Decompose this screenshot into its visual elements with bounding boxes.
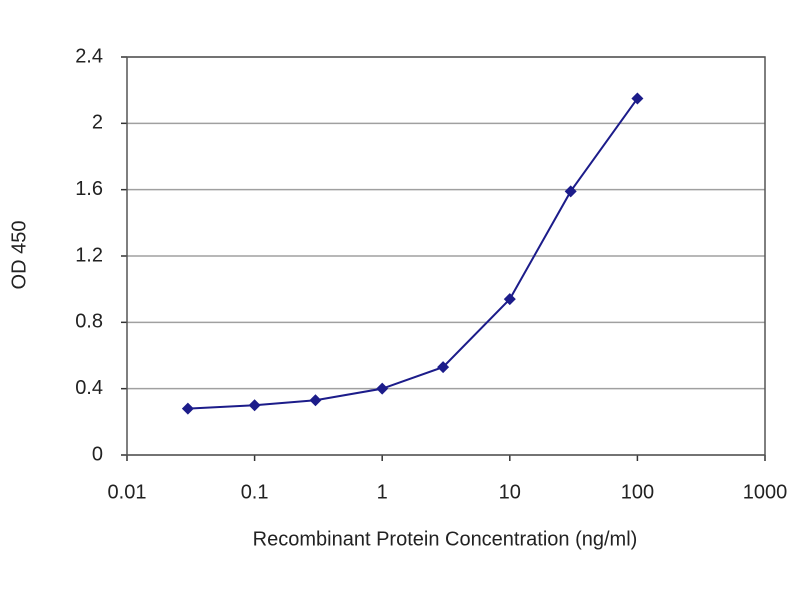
data-point: [248, 399, 261, 412]
data-point: [564, 185, 577, 198]
data-point: [181, 402, 194, 415]
data-point: [376, 382, 389, 395]
x-tick-label: 10: [499, 481, 521, 503]
y-tick-label: 0.8: [75, 311, 103, 333]
y-tick-label: 1.6: [75, 178, 103, 200]
y-tick-label: 0.4: [75, 377, 103, 399]
x-axis-label: Recombinant Protein Concentration (ng/ml…: [253, 528, 638, 550]
x-tick-label: 1: [377, 481, 388, 503]
y-tick-label: 0: [92, 443, 103, 465]
x-tick-label: 0.1: [241, 481, 269, 503]
y-tick-label: 2: [92, 112, 103, 134]
data-line: [187, 97, 639, 410]
data-point: [437, 361, 450, 374]
y-tick-label: 2.4: [75, 45, 103, 67]
y-tick-label: 1.2: [75, 244, 103, 266]
x-tick-label: 0.01: [108, 481, 147, 503]
data-point: [503, 293, 516, 306]
y-axis-label: OD 450: [8, 221, 30, 290]
x-tick-label: 100: [621, 481, 654, 503]
plot-frame: [126, 56, 766, 456]
data-point: [631, 92, 644, 105]
x-tick-label: 1000: [743, 481, 788, 503]
data-point: [309, 394, 322, 407]
